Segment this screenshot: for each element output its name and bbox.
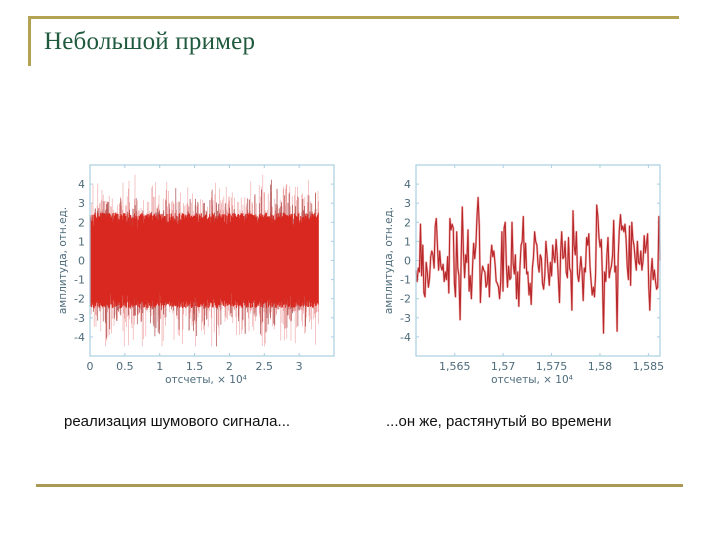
zoomed-signal-line — [415, 196, 661, 334]
y-tick-label: 4 — [404, 178, 411, 191]
x-tick-label: 3 — [296, 360, 303, 373]
plot-frame — [89, 164, 335, 357]
y-tick-label: 3 — [78, 197, 85, 210]
x-axis-label: отсчеты, × 10⁴ — [165, 374, 247, 386]
x-tick-label: 0.5 — [116, 360, 134, 373]
zoomed-noise-chart: 4 3 2 1 0 -1 -2 -3 -4 1,565 1,57 1,575 1,58 1,585 отсч… — [366, 160, 676, 390]
y-tick-label: 3 — [404, 197, 411, 210]
y-axis-label: амплитуда, отн.ед. — [383, 207, 395, 314]
y-tick-label: -3 — [400, 312, 411, 325]
y-tick-label: -4 — [400, 331, 411, 344]
x-tick-label: 1.5 — [186, 360, 204, 373]
noise-signal-plot: 4 3 2 1 0 -1 -2 -3 -4 0 0.5 1 1.5 2 2.5 3 отсчеты, × 10⁴… — [57, 164, 335, 386]
y-tick-label: -4 — [74, 331, 85, 344]
x-tick-label: 1,57 — [491, 360, 515, 373]
noise-signal-line — [89, 174, 319, 347]
zoomed-noise-plot: 4 3 2 1 0 -1 -2 -3 -4 1,565 1,57 1,575 1,58 1,585 отсч… — [383, 164, 665, 386]
y-tick-label: 0 — [78, 255, 85, 268]
y-axis-label: амплитуда, отн.ед. — [57, 207, 69, 314]
y-tick-label: 1 — [78, 235, 85, 248]
caption-left: реализация шумового сигнала... — [64, 413, 291, 430]
noise-signal-chart: 4 3 2 1 0 -1 -2 -3 -4 0 0.5 1 1.5 2 2.5 3 отсчеты, × 10⁴… — [40, 160, 350, 390]
caption-right: ...он же, растянутый во времени — [386, 413, 612, 430]
y-tick-label: 4 — [78, 178, 85, 191]
x-tick-label: 1,575 — [536, 360, 568, 373]
title-left-rule — [28, 16, 31, 66]
plot-frame — [415, 164, 661, 357]
y-tick-label: -1 — [400, 274, 411, 287]
y-tick-label: -2 — [74, 293, 85, 306]
x-axis-label: отсчеты, × 10⁴ — [491, 374, 573, 386]
y-tick-label: -3 — [74, 312, 85, 325]
slide-title: Небольшой пример — [44, 28, 256, 55]
y-tick-label: 0 — [404, 255, 411, 268]
y-tick-label: -1 — [74, 274, 85, 287]
x-tick-label: 1,565 — [439, 360, 471, 373]
x-tick-label: 1 — [156, 360, 163, 373]
x-tick-label: 2 — [226, 360, 233, 373]
y-tick-label: 1 — [404, 235, 411, 248]
y-tick-label: 2 — [404, 216, 411, 229]
x-tick-label: 1,58 — [588, 360, 613, 373]
footer-rule — [36, 484, 683, 487]
y-tick-label: 2 — [78, 216, 85, 229]
y-tick-label: -2 — [400, 293, 411, 306]
x-tick-label: 2.5 — [256, 360, 273, 373]
x-tick-label: 1,585 — [633, 360, 665, 373]
title-top-rule — [29, 16, 679, 19]
x-tick-label: 0 — [87, 360, 94, 373]
